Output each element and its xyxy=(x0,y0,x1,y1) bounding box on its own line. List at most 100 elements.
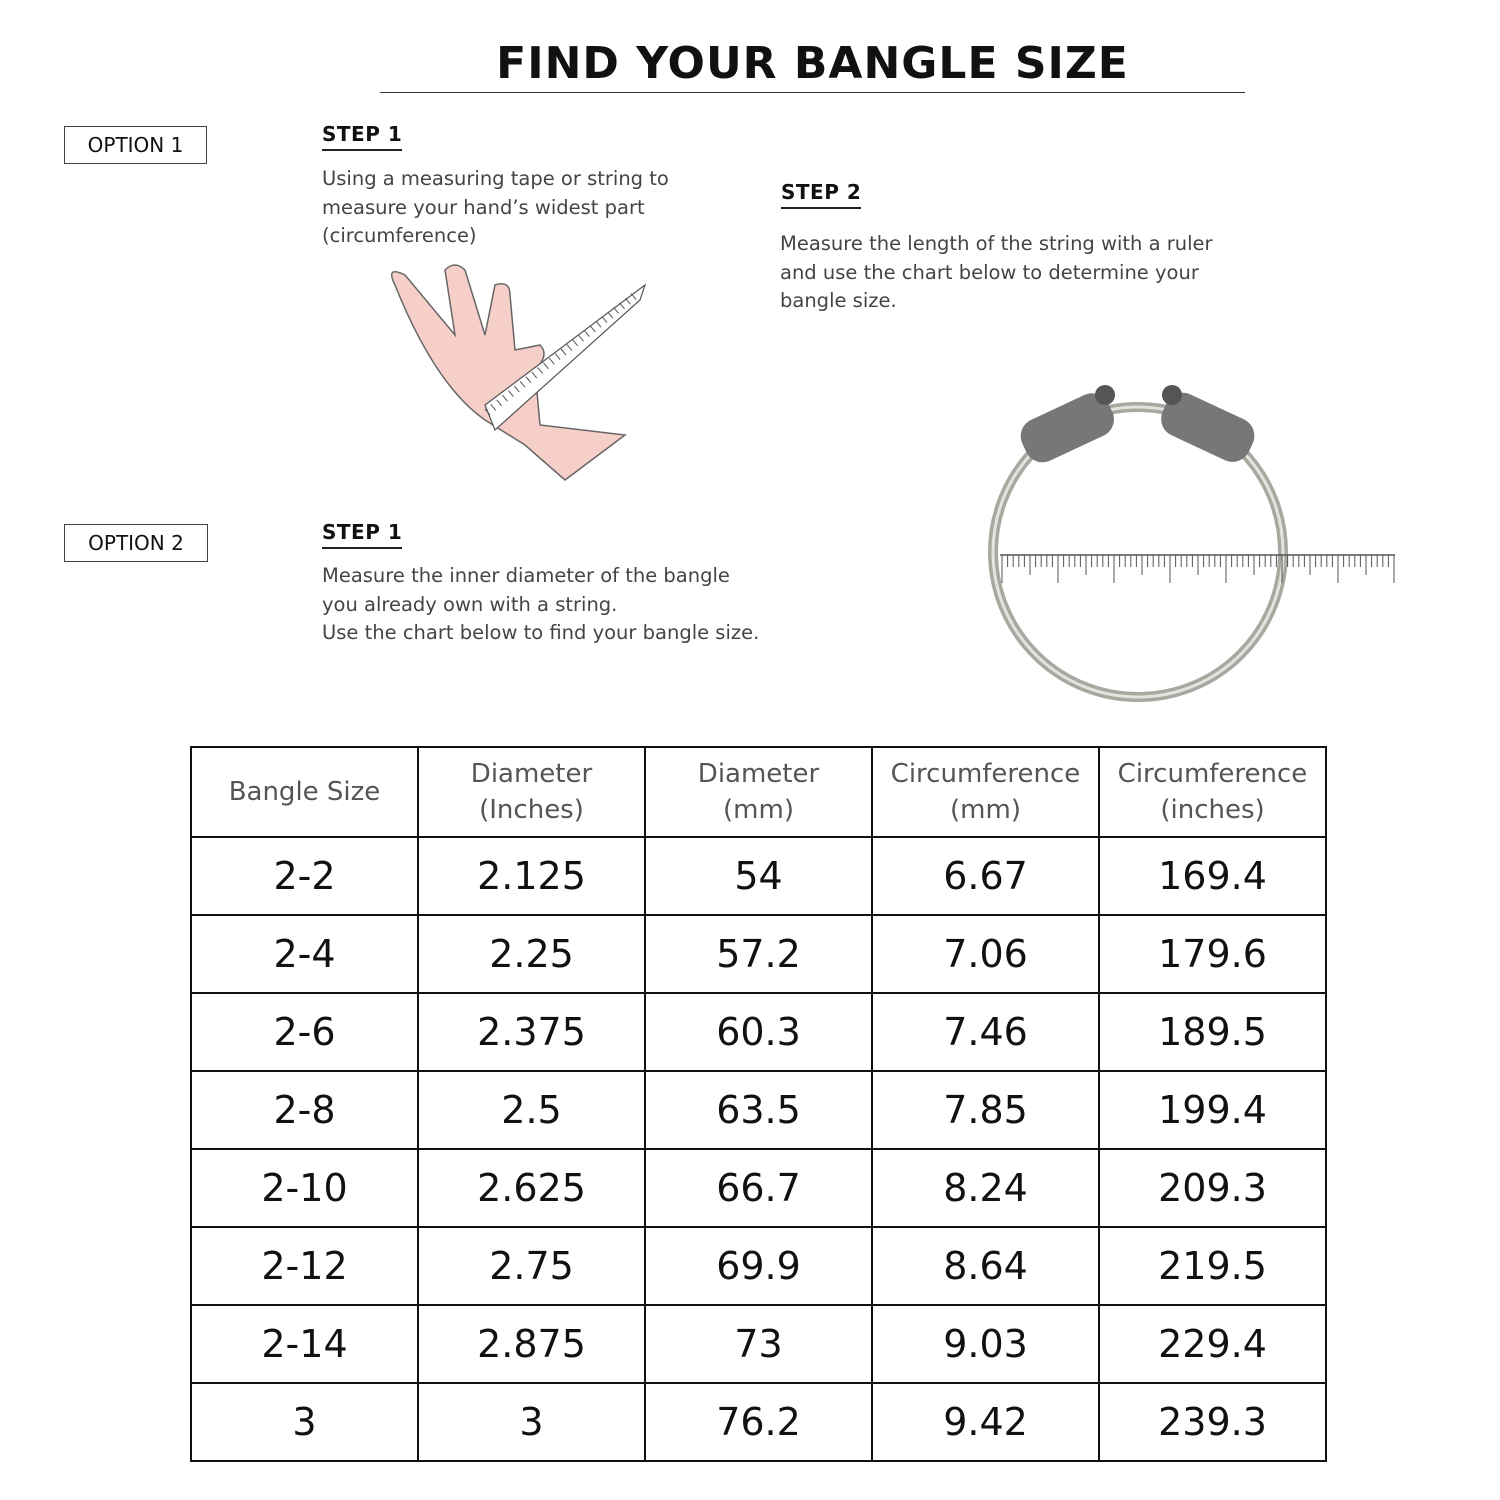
option-2-step-1-text: Measure the inner diameter of the bangle… xyxy=(322,562,762,648)
table-row: 2-12 2.75 69.9 8.64 219.5 xyxy=(190,1226,1327,1306)
tape-tick xyxy=(525,376,532,384)
table-row: 2-6 2.375 60.3 7.46 189.5 xyxy=(190,992,1327,1072)
column-header: Diameter (mm) xyxy=(644,746,873,838)
table-cell: 2-14 xyxy=(190,1304,419,1384)
column-header: Circumference (inches) xyxy=(1098,746,1327,838)
table-row: 2-10 2.625 66.7 8.24 209.3 xyxy=(190,1148,1327,1228)
table-cell: 2.75 xyxy=(417,1226,646,1306)
column-header: Bangle Size xyxy=(190,746,419,838)
option-1-step-2-heading: STEP 2 xyxy=(781,180,862,209)
tape-tick xyxy=(607,311,614,319)
tape-tick xyxy=(502,394,508,402)
table-cell: 63.5 xyxy=(644,1070,873,1150)
table-cell: 2-4 xyxy=(190,914,419,994)
tape-tick xyxy=(548,357,555,365)
tape-tick xyxy=(519,380,526,388)
table-cell: 73 xyxy=(644,1304,873,1384)
table-cell: 2.25 xyxy=(417,914,646,994)
column-header-line: Circumference xyxy=(890,759,1081,789)
table-cell: 76.2 xyxy=(644,1382,873,1462)
column-header-line: Diameter xyxy=(470,759,593,789)
tape-tick xyxy=(630,293,637,300)
tape-tick xyxy=(543,362,549,370)
table-cell: 7.46 xyxy=(871,992,1100,1072)
column-header-line: Diameter xyxy=(697,759,820,789)
table-cell: 189.5 xyxy=(1098,992,1327,1072)
column-header-line: (mm) xyxy=(950,795,1021,825)
tape-tick xyxy=(619,302,625,310)
table-row: 2-8 2.5 63.5 7.85 199.4 xyxy=(190,1070,1327,1150)
table-cell: 6.67 xyxy=(871,836,1100,916)
table-cell: 7.85 xyxy=(871,1070,1100,1150)
table-cell: 2.5 xyxy=(417,1070,646,1150)
tape-tick xyxy=(531,371,538,379)
page-title: FIND YOUR BANGLE SIZE xyxy=(496,38,1129,89)
option-1-label: OPTION 1 xyxy=(64,126,207,164)
table-cell: 60.3 xyxy=(644,992,873,1072)
table-row: 2-4 2.25 57.2 7.06 179.6 xyxy=(190,914,1327,994)
tape-tick xyxy=(578,334,584,342)
option-2-step-1-heading: STEP 1 xyxy=(322,520,403,549)
table-cell: 2-8 xyxy=(190,1070,419,1150)
bangle-with-ruler-image xyxy=(988,385,1395,702)
tape-tick xyxy=(513,385,520,393)
option-2-step-1-line-2: Use the chart below to find your bangle … xyxy=(322,621,760,644)
table-cell: 239.3 xyxy=(1098,1382,1327,1462)
column-header: Diameter (Inches) xyxy=(417,746,646,838)
tape-tick xyxy=(496,399,503,407)
column-header-line: Bangle Size xyxy=(228,777,381,807)
option-1-step-2-text: Measure the length of the string with a … xyxy=(780,232,1213,312)
table-cell: 2-10 xyxy=(190,1148,419,1228)
table-cell: 69.9 xyxy=(644,1226,873,1306)
tape-tick xyxy=(584,330,590,337)
table-cell: 2.625 xyxy=(417,1148,646,1228)
column-header-line: (Inches) xyxy=(479,795,584,825)
hand-measuring-illustration xyxy=(390,264,647,481)
table-cell: 2.875 xyxy=(417,1304,646,1384)
tape-tick xyxy=(566,344,573,351)
table-cell: 2-6 xyxy=(190,992,419,1072)
table-cell: 57.2 xyxy=(644,914,873,994)
table-cell: 2-2 xyxy=(190,836,419,916)
table-cell: 229.4 xyxy=(1098,1304,1327,1384)
table-cell: 54 xyxy=(644,836,873,916)
tape-tick xyxy=(601,316,608,324)
table-cell: 219.5 xyxy=(1098,1226,1327,1306)
column-header-line: (mm) xyxy=(723,795,794,825)
table-row: 3 3 76.2 9.42 239.3 xyxy=(190,1382,1327,1462)
table-cell: 199.4 xyxy=(1098,1070,1327,1150)
tape-tick xyxy=(613,307,619,314)
tape-tick xyxy=(560,348,567,356)
option-2-step-1-line-1: Measure the inner diameter of the bangle… xyxy=(322,564,730,616)
table-cell: 3 xyxy=(417,1382,646,1462)
table-cell: 9.03 xyxy=(871,1304,1100,1384)
title-divider xyxy=(380,92,1245,93)
table-cell: 2.125 xyxy=(417,836,646,916)
table-cell: 66.7 xyxy=(644,1148,873,1228)
column-header-line: (inches) xyxy=(1160,795,1265,825)
tape-tick xyxy=(589,325,596,333)
tape-tick xyxy=(508,390,514,397)
option-1-step-1-text: Using a measuring tape or string to meas… xyxy=(322,167,669,247)
table-cell: 8.64 xyxy=(871,1226,1100,1306)
column-header: Circumference (mm) xyxy=(871,746,1100,838)
column-header-line: Circumference xyxy=(1117,759,1308,789)
tape-tick xyxy=(595,320,602,328)
option-1-step-1-heading: STEP 1 xyxy=(322,122,403,151)
table-header-row: Bangle Size Diameter (Inches) Diameter (mm) C… xyxy=(190,746,1327,838)
table-cell: 9.42 xyxy=(871,1382,1100,1462)
table-row: 2-14 2.875 73 9.03 229.4 xyxy=(190,1304,1327,1384)
table-cell: 2.375 xyxy=(417,992,646,1072)
bangle-size-table: Bangle Size Diameter (Inches) Diameter (mm) C… xyxy=(190,746,1327,1462)
table-cell: 2-12 xyxy=(190,1226,419,1306)
tape-tick xyxy=(537,367,543,374)
table-cell: 7.06 xyxy=(871,914,1100,994)
option-2-label: OPTION 2 xyxy=(64,524,208,562)
table-cell: 169.4 xyxy=(1098,836,1327,916)
table-row: 2-2 2.125 54 6.67 169.4 xyxy=(190,836,1327,916)
table-cell: 209.3 xyxy=(1098,1148,1327,1228)
table-cell: 3 xyxy=(190,1382,419,1462)
tape-tick xyxy=(624,297,631,305)
tape-tick xyxy=(490,404,497,411)
tape-tick xyxy=(554,353,561,360)
